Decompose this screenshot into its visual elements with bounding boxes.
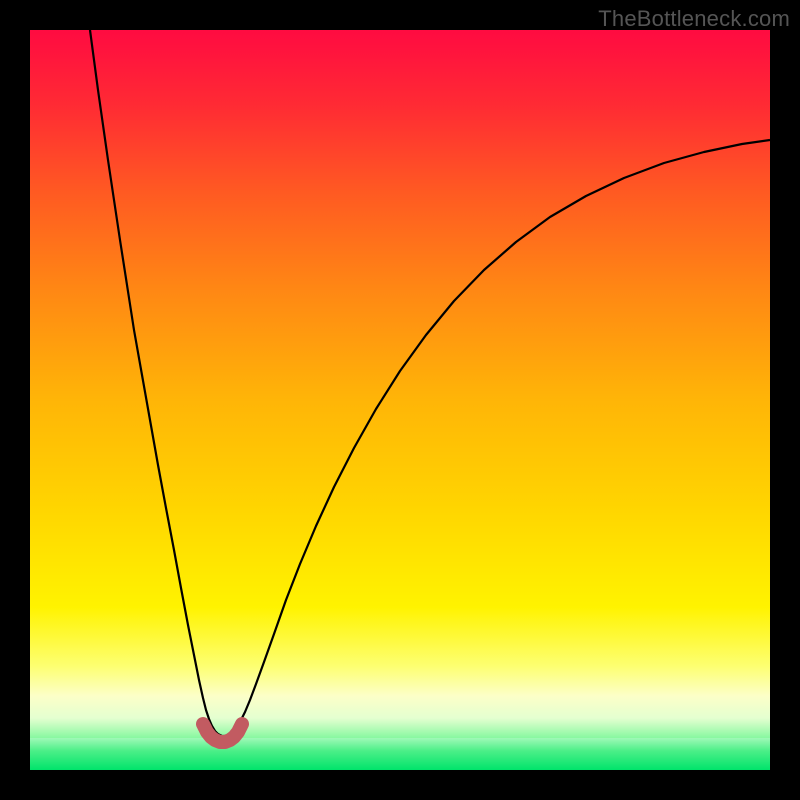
plot-area — [30, 30, 770, 770]
chart-frame: TheBottleneck.com — [0, 0, 800, 800]
plot-background — [30, 30, 770, 770]
green-band — [30, 738, 770, 770]
watermark-text: TheBottleneck.com — [598, 6, 790, 32]
chart-svg — [30, 30, 770, 770]
